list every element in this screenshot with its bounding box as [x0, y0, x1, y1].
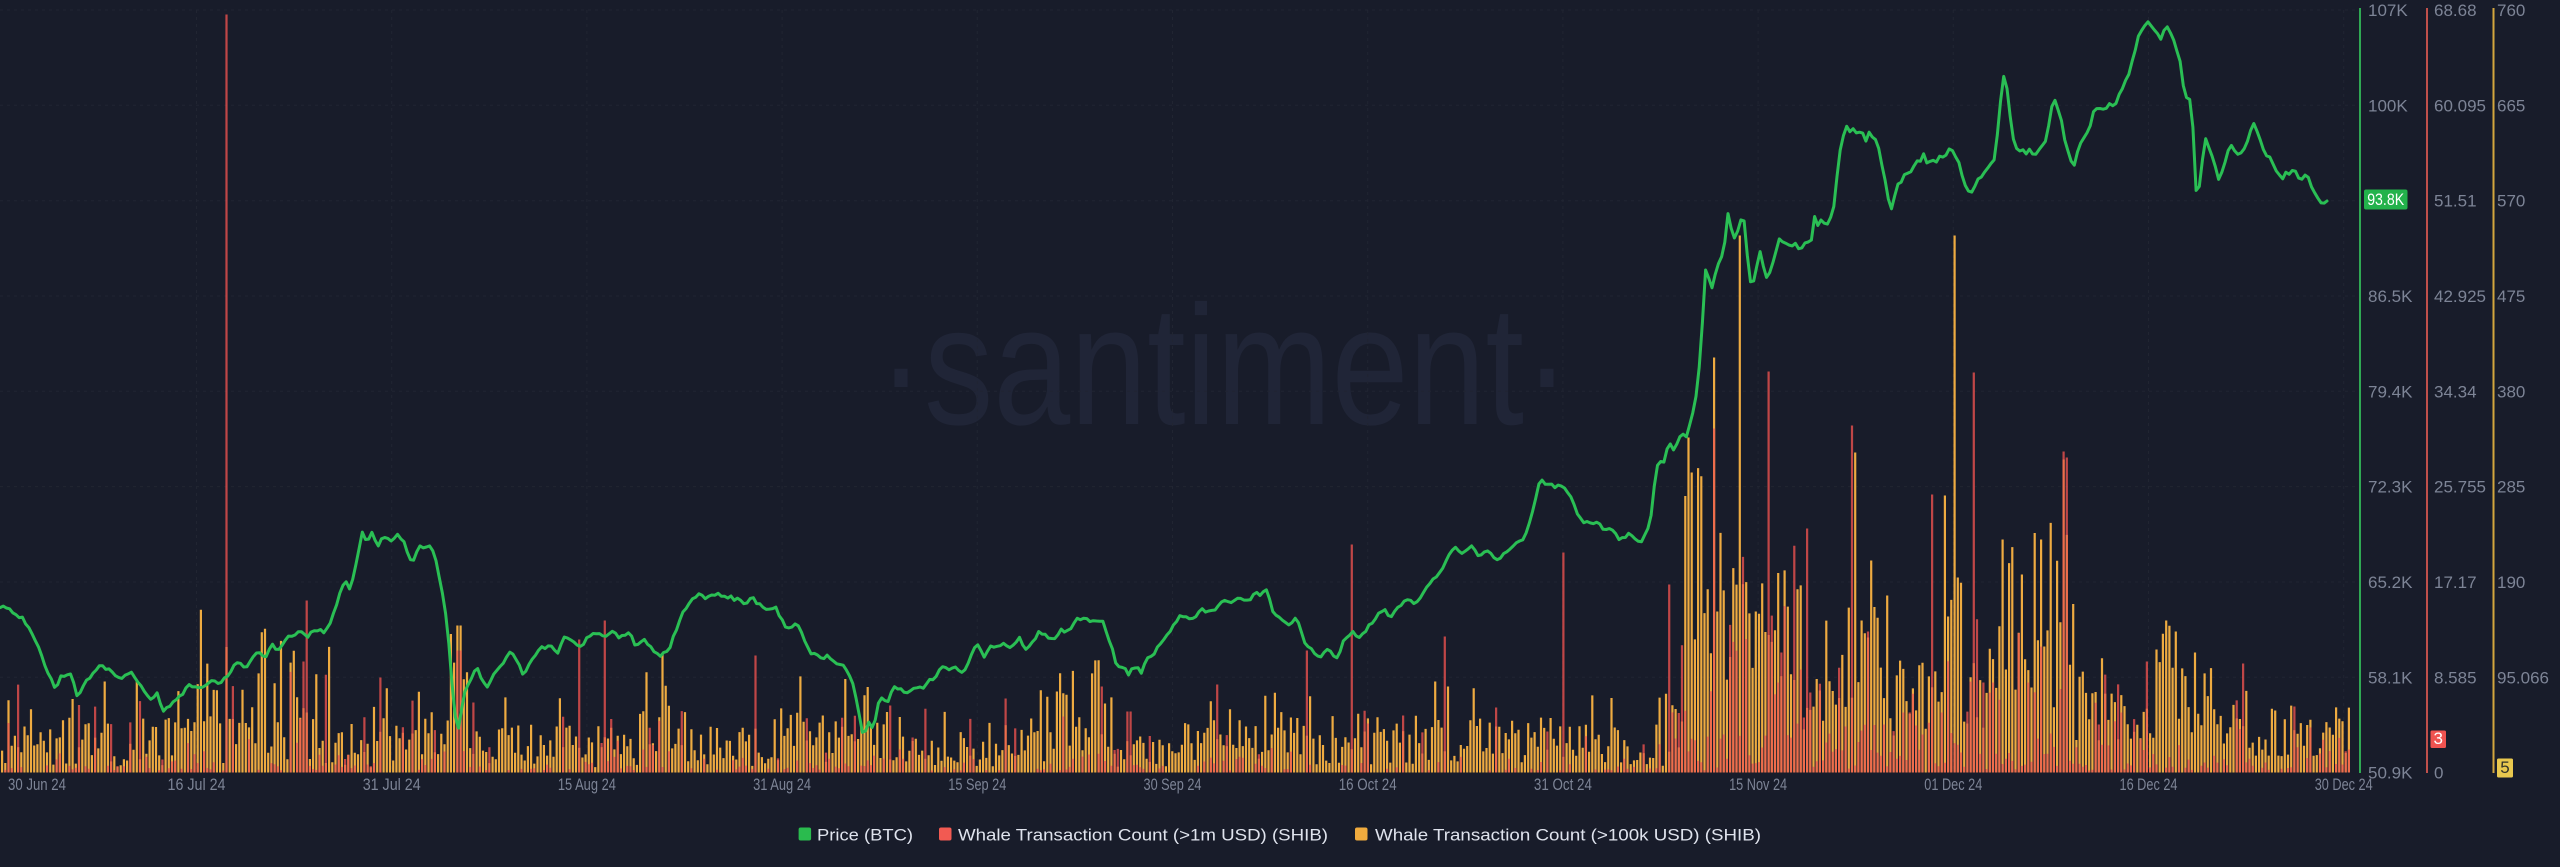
svg-text:100K: 100K	[2368, 96, 2408, 115]
svg-text:665: 665	[2497, 96, 2525, 115]
svg-text:·santiment·: ·santiment·	[878, 271, 1570, 461]
svg-text:30 Jun 24: 30 Jun 24	[8, 775, 66, 794]
svg-text:50.9K: 50.9K	[2368, 764, 2413, 783]
svg-text:60.095: 60.095	[2434, 96, 2486, 115]
svg-text:760: 760	[2497, 1, 2525, 20]
svg-text:25.755: 25.755	[2434, 478, 2486, 497]
svg-text:30 Sep 24: 30 Sep 24	[1144, 775, 1202, 794]
svg-text:34.34: 34.34	[2434, 382, 2477, 401]
svg-text:0: 0	[2434, 764, 2443, 783]
svg-text:475: 475	[2497, 287, 2525, 306]
svg-text:570: 570	[2497, 192, 2525, 211]
svg-text:190: 190	[2497, 573, 2525, 592]
svg-text:31 Aug 24: 31 Aug 24	[753, 775, 811, 794]
svg-text:16 Jul 24: 16 Jul 24	[168, 775, 226, 794]
svg-text:86.5K: 86.5K	[2368, 287, 2413, 306]
svg-text:51.51: 51.51	[2434, 192, 2477, 211]
svg-text:31 Oct 24: 31 Oct 24	[1534, 775, 1592, 794]
svg-text:15 Aug 24: 15 Aug 24	[558, 775, 616, 794]
svg-text:16 Oct 24: 16 Oct 24	[1339, 775, 1397, 794]
svg-text:Whale Transaction Count (>1m U: Whale Transaction Count (>1m USD) (SHIB)	[958, 826, 1328, 845]
svg-text:15 Sep 24: 15 Sep 24	[948, 775, 1006, 794]
svg-text:107K: 107K	[2368, 1, 2408, 20]
svg-text:Whale Transaction Count (>100k: Whale Transaction Count (>100k USD) (SHI…	[1375, 826, 1761, 845]
svg-text:58.1K: 58.1K	[2368, 668, 2413, 687]
svg-text:95.066: 95.066	[2497, 668, 2549, 687]
svg-text:79.4K: 79.4K	[2368, 382, 2413, 401]
svg-text:8.585: 8.585	[2434, 668, 2477, 687]
svg-text:Price (BTC): Price (BTC)	[817, 826, 913, 845]
svg-text:15 Nov 24: 15 Nov 24	[1729, 775, 1787, 794]
svg-text:380: 380	[2497, 382, 2525, 401]
svg-text:30 Dec 24: 30 Dec 24	[2315, 775, 2373, 794]
svg-text:72.3K: 72.3K	[2368, 478, 2413, 497]
svg-text:5: 5	[2500, 758, 2509, 777]
svg-text:01 Dec 24: 01 Dec 24	[1924, 775, 1982, 794]
svg-text:31 Jul 24: 31 Jul 24	[363, 775, 421, 794]
svg-text:285: 285	[2497, 478, 2525, 497]
svg-text:42.925: 42.925	[2434, 287, 2486, 306]
svg-text:65.2K: 65.2K	[2368, 573, 2413, 592]
svg-text:17.17: 17.17	[2434, 573, 2477, 592]
svg-text:93.8K: 93.8K	[2367, 190, 2405, 209]
svg-text:68.68: 68.68	[2434, 1, 2477, 20]
svg-text:16 Dec 24: 16 Dec 24	[2120, 775, 2178, 794]
svg-text:3: 3	[2433, 729, 2442, 748]
